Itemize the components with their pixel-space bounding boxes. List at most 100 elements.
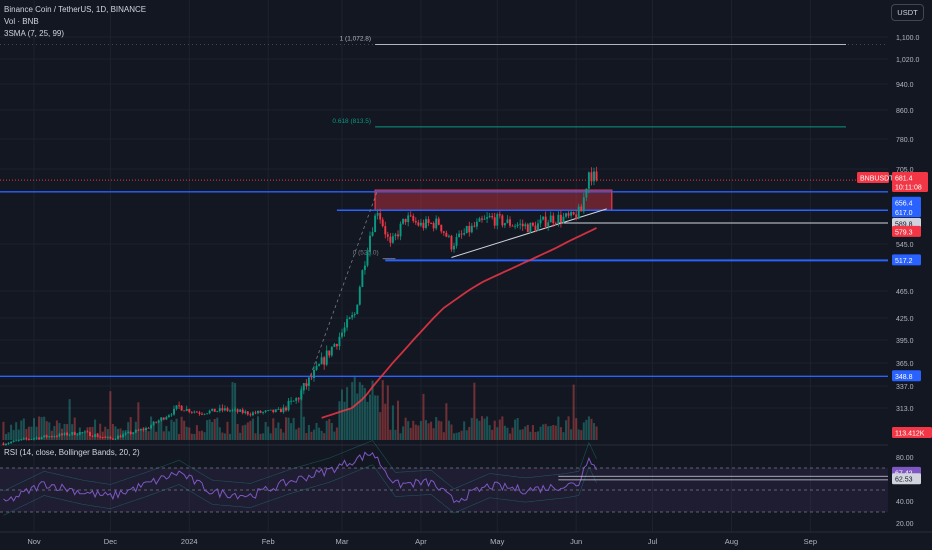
price-label-text: BNBUSDT (860, 176, 894, 183)
price-tick-label: 1,020.0 (896, 57, 919, 64)
candle-body (7, 443, 10, 444)
candle-body (310, 377, 313, 379)
candle-body (585, 188, 588, 198)
volume-bar (547, 426, 550, 440)
volume-bar (101, 431, 104, 440)
volume-bar (536, 431, 540, 440)
volume-bar (10, 424, 13, 440)
candle-body (180, 405, 183, 411)
candle-body (414, 220, 417, 223)
fib-anchor-line (305, 189, 379, 388)
candle-body (94, 434, 97, 437)
candle-body (259, 410, 262, 413)
volume-bar (544, 423, 547, 440)
volume-bar (402, 426, 405, 440)
candle-body (463, 233, 466, 235)
rsi-tick-label: 40.00 (896, 499, 914, 506)
candle-body (127, 431, 130, 433)
candle-body (363, 265, 366, 271)
candle-body (369, 235, 371, 253)
candle-body (89, 432, 91, 437)
volume-bar (338, 401, 341, 440)
volume-bar (50, 430, 53, 440)
rsi-pane: RSI (14, close, Bollinger Bands, 20, 2) (0, 440, 888, 516)
volume-bar (300, 388, 303, 440)
volume-bar (470, 417, 473, 440)
volume-bar (287, 417, 290, 440)
volume-bar (12, 430, 15, 440)
volume-bar (348, 408, 351, 440)
volume-bar (343, 401, 346, 440)
candle-body (264, 410, 267, 412)
volume-bar (25, 429, 28, 440)
candle-body (43, 435, 46, 438)
volume-bar (259, 433, 262, 440)
volume-bar (274, 427, 277, 440)
volume-bar (307, 424, 310, 440)
candle-body (335, 344, 338, 347)
volume-bar (412, 420, 415, 440)
sma-99-path (321, 227, 597, 419)
volume-bar (356, 393, 359, 440)
candle-body (346, 319, 349, 328)
candle-body (241, 409, 244, 414)
candle-body (371, 232, 374, 236)
volume-bar (511, 427, 514, 440)
price-axis[interactable]: 1,100.0 1,020.0 940.0 860.0 780.0 705.0 545.0 4… (857, 35, 932, 528)
volume-bar (157, 421, 160, 440)
candle-body (45, 435, 48, 438)
volume-bar (503, 425, 506, 440)
time-tick-label: Dec (104, 537, 118, 546)
price-label-text: 10:11:08 (895, 185, 922, 192)
candle-body (419, 222, 422, 226)
volume-bar (269, 433, 272, 440)
volume-bar (486, 416, 489, 440)
candle-body (213, 408, 216, 412)
candle-body (488, 215, 491, 218)
volume-bar (147, 431, 150, 440)
volume-bar (542, 424, 545, 440)
candle-body (570, 212, 573, 216)
candle-body (2, 443, 5, 446)
candle-body (534, 225, 537, 231)
candle-body (274, 409, 277, 413)
candle-body (223, 408, 226, 411)
volume-bar (473, 382, 476, 440)
price-label-box (892, 427, 932, 438)
candle-body (106, 436, 109, 438)
candle-body (450, 235, 453, 250)
volume-bar (63, 423, 66, 440)
volume-bar (137, 402, 140, 440)
candle-body (175, 405, 178, 409)
volume-bar (203, 432, 206, 440)
candle-body (155, 421, 158, 423)
volume-bar (320, 430, 323, 440)
candle-body (531, 222, 534, 226)
candle-body (81, 432, 84, 433)
candle-body (147, 427, 150, 429)
candle-body (307, 377, 310, 386)
volume-bar (475, 418, 478, 440)
candle-body (25, 438, 28, 440)
candle-body (139, 429, 142, 431)
volume-bar (167, 431, 170, 440)
candle-body (333, 344, 336, 347)
volume-bar (236, 424, 239, 440)
price-tick-label: 1,100.0 (896, 35, 919, 42)
time-axis[interactable]: Nov Dec 2024 Feb Mar Apr May Jun Jul Aug Sep (0, 531, 932, 546)
candle-body (262, 411, 265, 413)
candle-body (111, 438, 114, 440)
rsi-legend: RSI (14, close, Bollinger Bands, 20, 2) (4, 448, 140, 457)
currency-button[interactable]: USDT (891, 4, 924, 21)
candle-body (234, 409, 237, 411)
volume-bar (239, 432, 242, 440)
volume-bar (40, 417, 43, 440)
candle-body (580, 206, 583, 212)
volume-bar (17, 429, 20, 440)
volume-bar (7, 432, 10, 440)
volume-bar (160, 417, 163, 440)
candle-body (246, 411, 249, 415)
volume-bar (170, 419, 173, 440)
volume-bar (396, 400, 400, 440)
